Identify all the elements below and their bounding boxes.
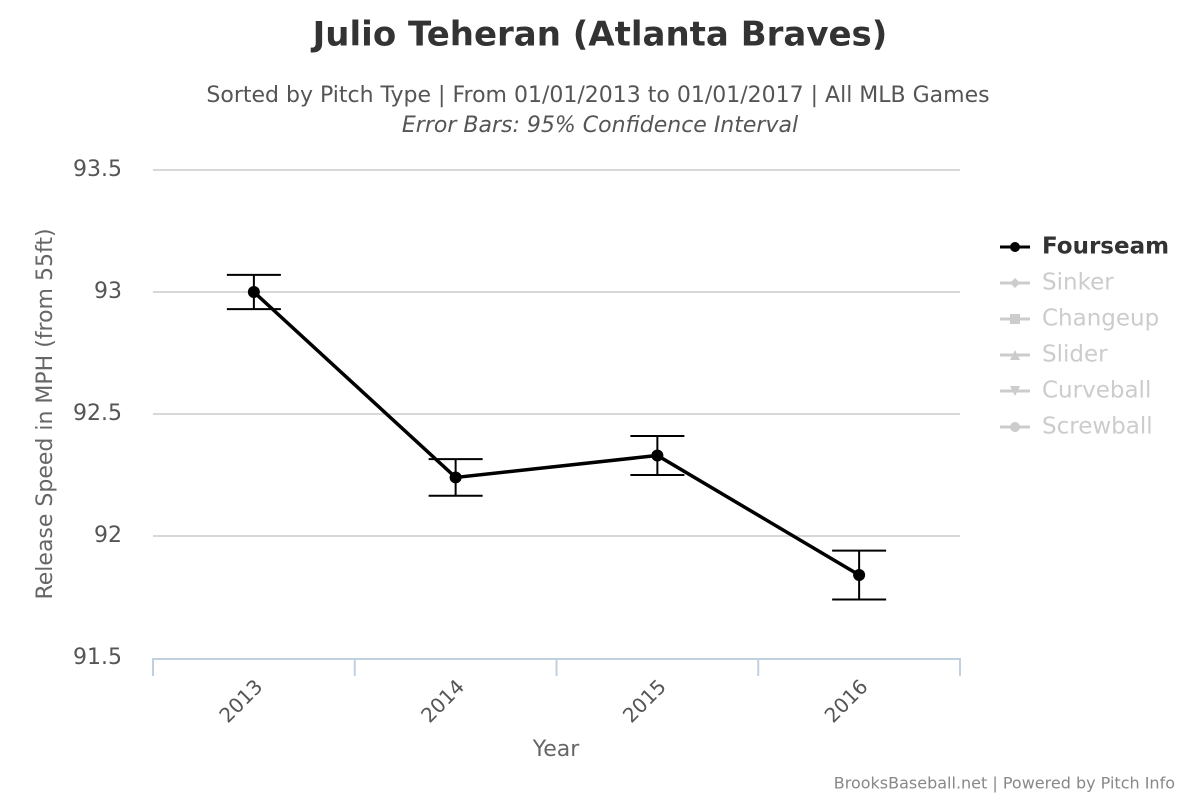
legend-label: Screwball xyxy=(1042,414,1153,440)
y-tick-label: 92.5 xyxy=(73,401,122,426)
legend-marker xyxy=(1010,350,1020,360)
legend-label: Curveball xyxy=(1042,378,1151,404)
legend-marker xyxy=(1010,314,1020,324)
credit: BrooksBaseball.net | Powered by Pitch In… xyxy=(834,774,1175,793)
legend-marker xyxy=(1010,422,1020,432)
legend-marker xyxy=(1010,242,1020,252)
x-axis-label: Year xyxy=(532,737,581,762)
x-tick-label: 2016 xyxy=(820,674,873,727)
x-tick-label: 2014 xyxy=(416,674,469,727)
chart-title: Julio Teheran (Atlanta Braves) xyxy=(311,15,888,55)
legend-marker xyxy=(1010,278,1020,288)
x-tick-label: 2013 xyxy=(214,674,267,727)
x-tick-label: 2015 xyxy=(618,674,671,727)
point xyxy=(651,449,664,462)
series-line xyxy=(252,290,861,577)
y-tick-label: 91.5 xyxy=(73,645,122,670)
legend-marker xyxy=(1010,386,1020,396)
legend-label: Sinker xyxy=(1042,270,1114,296)
legend-label: Fourseam xyxy=(1042,234,1169,260)
point xyxy=(853,569,866,582)
legend-label: Slider xyxy=(1042,342,1108,368)
point xyxy=(247,286,260,298)
chart-subtitle: Sorted by Pitch Type | From 01/01/2013 t… xyxy=(206,83,989,108)
chart-subtitle: Error Bars: 95% Confidence Interval xyxy=(402,113,798,138)
legend-label: Changeup xyxy=(1042,306,1159,332)
y-axis-label: Release Speed in MPH (from 55ft) xyxy=(33,228,58,599)
y-tick-label: 92 xyxy=(94,523,122,548)
point xyxy=(449,471,462,484)
y-tick-label: 93 xyxy=(94,279,122,304)
y-tick-label: 93.5 xyxy=(73,157,122,182)
